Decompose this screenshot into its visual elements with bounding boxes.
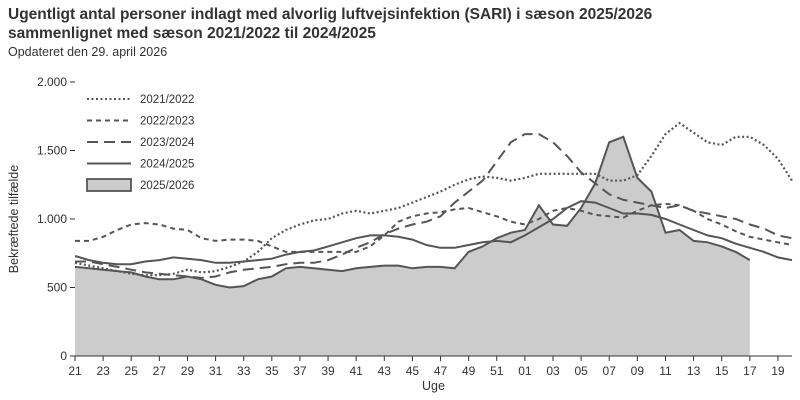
x-tick-label: 13 <box>687 364 701 378</box>
legend-item-2024-2025: 2024/2025 <box>87 159 194 171</box>
series-line-2022-2023 <box>75 202 793 253</box>
x-axis-label: Uge <box>422 379 445 393</box>
x-tick-label: 17 <box>743 364 757 378</box>
x-tick-label: 33 <box>237 364 251 378</box>
y-tick-label: 0 <box>60 349 67 363</box>
x-tick-label: 21 <box>68 364 82 378</box>
x-tick-label: 25 <box>125 364 139 378</box>
x-tick-label: 41 <box>349 364 363 378</box>
x-tick-label: 03 <box>546 364 560 378</box>
x-tick-label: 23 <box>96 364 110 378</box>
y-tick-label: 1.500 <box>37 144 67 158</box>
chart-title: Ugentligt antal personer indlagt med alv… <box>8 5 652 43</box>
y-axis-label: Bekræftede tilfælde <box>7 165 21 273</box>
y-tick-label: 500 <box>47 281 67 295</box>
series-area-2025-2026 <box>75 136 750 356</box>
x-tick-label: 29 <box>181 364 195 378</box>
x-tick-label: 01 <box>518 364 532 378</box>
x-tick-label: 05 <box>574 364 588 378</box>
series-line-2023-2024 <box>75 133 793 279</box>
series-line-2021-2022 <box>74 121 793 277</box>
series-area-outline-2025-2026 <box>74 135 751 289</box>
x-tick-label: 39 <box>321 364 335 378</box>
axis-layer: 0 500 1.000 1.500 2.000 21 23 25 27 29 31 33 35 37 39 4… <box>37 75 792 378</box>
legend-item-2021-2022: 2021/2022 <box>87 94 194 106</box>
x-tick-label: 07 <box>603 364 617 378</box>
legend-item-2023-2024: 2023/2024 <box>87 137 195 149</box>
x-tick-label: 09 <box>631 364 645 378</box>
area-layer <box>74 135 751 356</box>
x-tick-label: 47 <box>434 364 448 378</box>
y-tick-label: 2.000 <box>37 75 67 89</box>
x-tick-label: 35 <box>265 364 279 378</box>
legend: 2021/2022 2022/2023 2023/2024 2024/2025 2025… <box>86 94 195 192</box>
y-tick-label: 1.000 <box>37 212 67 226</box>
legend-item-2022-2023: 2022/2023 <box>87 116 194 128</box>
line-layer <box>74 121 793 279</box>
legend-label: 2023/2024 <box>140 137 195 149</box>
legend-label: 2021/2022 <box>140 94 194 106</box>
chart-title-line-2: sammenlignet med sæson 2021/2022 til 202… <box>8 25 376 42</box>
x-tick-label: 15 <box>715 364 729 378</box>
chart-title-line-1: Ugentligt antal personer indlagt med alv… <box>8 6 653 23</box>
x-tick-label: 19 <box>771 364 785 378</box>
x-tick-label: 31 <box>209 364 223 378</box>
x-tick-label: 27 <box>153 364 167 378</box>
x-tick-label: 43 <box>378 364 392 378</box>
legend-label: 2022/2023 <box>140 116 194 128</box>
x-tick-label: 45 <box>406 364 420 378</box>
legend-label: 2025/2026 <box>140 180 194 192</box>
x-tick-label: 11 <box>659 364 672 378</box>
legend-swatch <box>86 178 132 192</box>
x-tick-label: 51 <box>490 364 504 378</box>
series-line-2024-2025 <box>74 200 793 266</box>
chart-subtitle: Opdateret den 29. april 2026 <box>8 45 168 59</box>
legend-label: 2024/2025 <box>140 159 194 171</box>
legend-item-2025-2026: 2025/2026 <box>86 178 194 192</box>
x-tick-label: 37 <box>293 364 307 378</box>
x-tick-label: 49 <box>462 364 476 378</box>
